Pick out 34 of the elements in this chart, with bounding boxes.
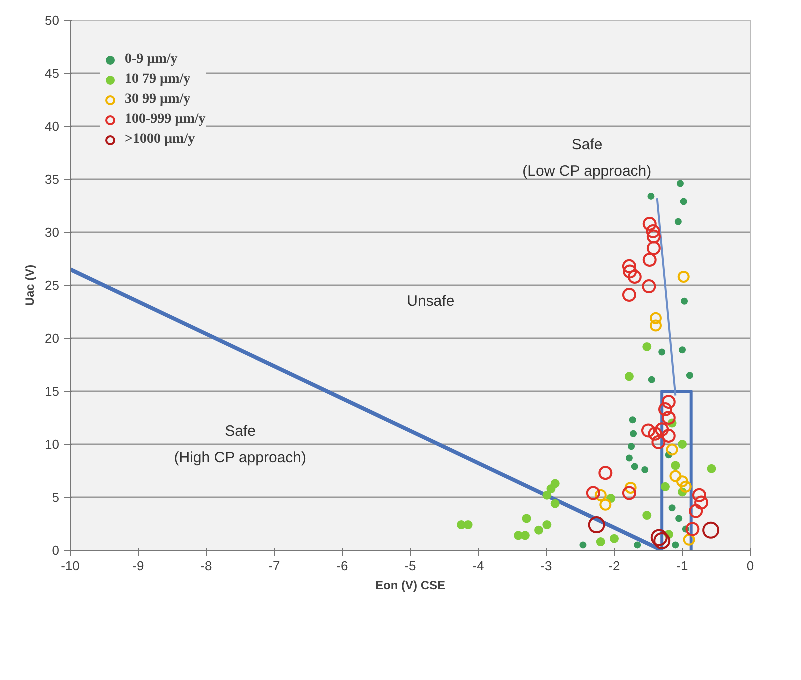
x-tick-label: -8 [200,558,212,574]
y-tick-label: 5 [52,490,60,505]
annotation: (Low CP approach) [522,163,652,180]
y-tick-label: 40 [45,119,60,134]
y-tick-label: 15 [45,384,60,399]
x-tick-label: -2 [608,558,620,574]
x-tick-label: -4 [472,558,484,574]
legend-label: 100-999 µm/y [125,112,206,128]
x-tick-label: -3 [540,558,552,574]
x-tick-label: -6 [336,558,348,574]
x-tick-label: -9 [132,558,144,574]
annotation: (High CP approach) [174,449,307,466]
legend-label: 10 79 µm/y [125,72,191,88]
y-tick-label: 50 [45,13,60,28]
annotation: Safe [572,136,603,154]
legend-label: 30 99 µm/y [125,92,191,108]
y-tick-label: 35 [45,172,60,187]
x-tick-label: -7 [268,558,280,574]
y-tick-label: 0 [52,543,60,558]
x-tick-label: -10 [61,558,80,574]
y-tick-label: 45 [45,66,60,81]
y-tick-label: 25 [45,278,60,293]
legend-label: 0-9 µm/y [125,52,178,68]
annotation: Unsafe [407,292,455,310]
y-tick-label: 20 [45,331,60,346]
x-tick-label: -5 [404,558,416,574]
x-axis-title: Eon (V) CSE [376,578,446,592]
x-tick-label: -1 [676,558,688,574]
y-axis-title: Uac (V) [23,264,38,306]
annotation: Safe [225,422,256,440]
x-tick-label: 0 [746,558,754,574]
y-tick-label: 30 [45,225,60,240]
y-tick-label: 10 [45,437,60,452]
legend-label: >1000 µm/y [125,132,196,148]
